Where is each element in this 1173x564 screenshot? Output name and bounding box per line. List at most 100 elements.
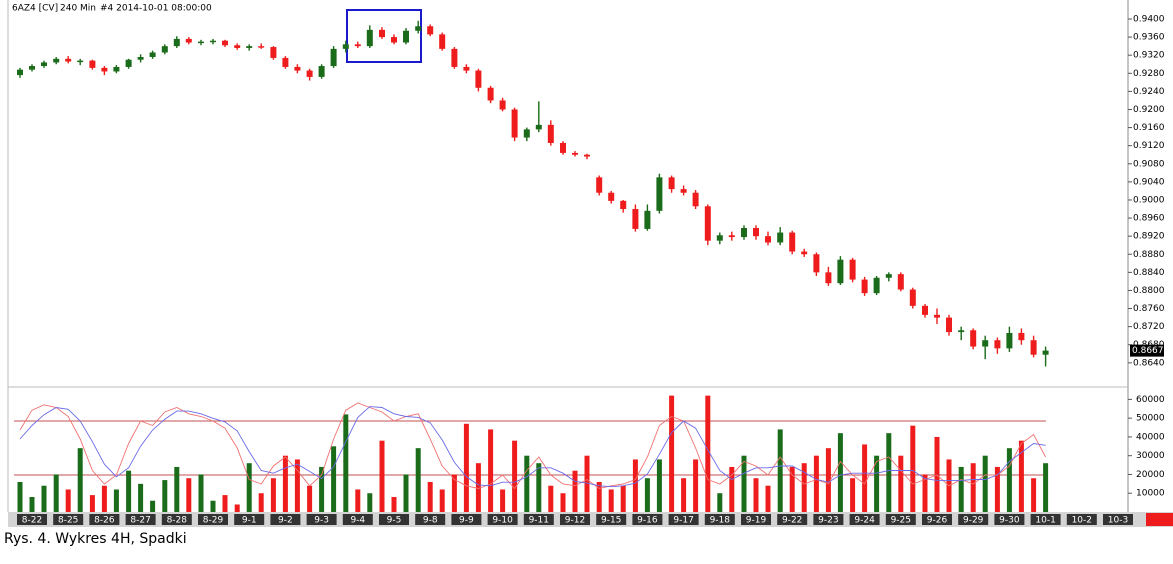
date-box xyxy=(487,514,518,525)
y-tick-label: 0.8760 xyxy=(1133,304,1165,314)
volume-bar xyxy=(463,423,469,512)
volume-bar xyxy=(427,481,433,512)
volume-bar xyxy=(958,466,964,512)
date-box xyxy=(523,514,554,525)
x-tick-label: 9-4 xyxy=(350,516,365,526)
candle-body xyxy=(825,272,832,284)
volume-bar xyxy=(379,440,385,512)
volume-bar xyxy=(150,500,156,512)
date-box xyxy=(849,514,880,525)
date-box xyxy=(704,514,735,525)
volume-bar xyxy=(475,463,481,512)
candle-body xyxy=(463,66,470,71)
x-tick-label: 9-11 xyxy=(529,516,549,526)
candle-body xyxy=(523,129,530,138)
volume-bar xyxy=(886,433,892,512)
vol-tick-label: 60000 xyxy=(1136,395,1165,405)
volume-bar xyxy=(560,493,566,512)
candle-body xyxy=(789,232,796,252)
candle-body xyxy=(982,340,989,347)
candle-body xyxy=(101,67,108,72)
volume-bar xyxy=(222,495,228,512)
candle-body xyxy=(65,58,72,62)
volume-bar xyxy=(1031,478,1037,512)
volume-bar xyxy=(210,500,216,512)
y-tick-label: 0.8640 xyxy=(1133,358,1165,368)
candle-body xyxy=(173,38,180,47)
x-tick-label: 9-10 xyxy=(492,516,513,526)
x-tick-label: 10-2 xyxy=(1072,516,1092,526)
volume-bar xyxy=(681,478,687,512)
candle-body xyxy=(1030,340,1037,355)
date-box xyxy=(17,514,47,525)
volume-bar xyxy=(331,446,337,512)
candle-body xyxy=(656,177,663,211)
candle-body xyxy=(354,44,361,47)
y-tick-label: 0.9160 xyxy=(1133,123,1165,133)
vol-tick-label: 50000 xyxy=(1136,414,1165,424)
volume-bar xyxy=(1018,440,1024,512)
volume-bar xyxy=(101,485,107,512)
volume-bar xyxy=(608,489,614,512)
volume-bar xyxy=(512,440,518,512)
candle-body xyxy=(644,210,651,229)
candle-body xyxy=(861,279,868,294)
volume-bar xyxy=(162,480,168,512)
candle-body xyxy=(994,340,1001,349)
volume-bar xyxy=(524,455,530,512)
x-tick-label: 9-22 xyxy=(782,516,802,526)
candle-body xyxy=(958,330,965,333)
date-box xyxy=(560,514,590,525)
x-tick-label: 8-27 xyxy=(130,516,150,526)
candle-body xyxy=(535,124,542,130)
date-box xyxy=(994,514,1025,525)
candle-body xyxy=(53,58,60,63)
candle-body xyxy=(801,251,808,255)
y-tick-label: 0.9280 xyxy=(1133,69,1165,79)
candle-body xyxy=(391,37,397,43)
candle-body xyxy=(451,48,458,67)
candle-body xyxy=(282,57,289,67)
x-tick-label: 8-22 xyxy=(22,516,42,526)
volume-bar xyxy=(415,448,421,512)
date-box xyxy=(198,514,228,525)
volume-bar xyxy=(391,496,397,512)
volume-bar xyxy=(548,485,554,512)
x-tick-label: 9-9 xyxy=(459,516,474,526)
y-tick-label: 0.9040 xyxy=(1133,177,1165,187)
y-tick-label: 0.9080 xyxy=(1133,159,1165,169)
candle-body xyxy=(427,26,434,35)
date-box xyxy=(596,514,627,525)
candle-body xyxy=(668,177,675,190)
candle-body xyxy=(198,41,204,44)
date-box xyxy=(1030,514,1061,525)
candle-body xyxy=(306,70,313,77)
bar-info: #4 2014-10-01 08:00:00 xyxy=(100,4,212,14)
volume-bar xyxy=(729,466,735,512)
last-price-box xyxy=(1130,344,1164,357)
date-box xyxy=(161,514,192,525)
x-tick-label: 9-30 xyxy=(999,516,1020,526)
volume-bar xyxy=(753,478,759,512)
x-tick-label: 9-26 xyxy=(927,516,948,526)
last-price-label: 0.8667 xyxy=(1132,346,1164,356)
candle-body xyxy=(222,40,228,46)
y-tick-label: 0.8800 xyxy=(1133,286,1165,296)
volume-bar xyxy=(910,425,916,512)
candle-body xyxy=(439,34,446,49)
candle-body xyxy=(813,254,820,273)
date-box xyxy=(270,514,301,525)
volume-bar xyxy=(717,493,723,512)
date-box xyxy=(234,514,265,525)
volume-bar xyxy=(198,474,204,512)
candle-body xyxy=(897,274,904,290)
date-box xyxy=(379,514,409,525)
x-tick-label: 8-29 xyxy=(203,516,224,526)
x-tick-label: 9-12 xyxy=(565,516,585,526)
volume-bar xyxy=(451,474,457,512)
x-tick-label: 8-25 xyxy=(58,516,78,526)
candle-body xyxy=(89,60,96,68)
volume-bar xyxy=(29,496,35,512)
candle-body xyxy=(77,60,84,63)
